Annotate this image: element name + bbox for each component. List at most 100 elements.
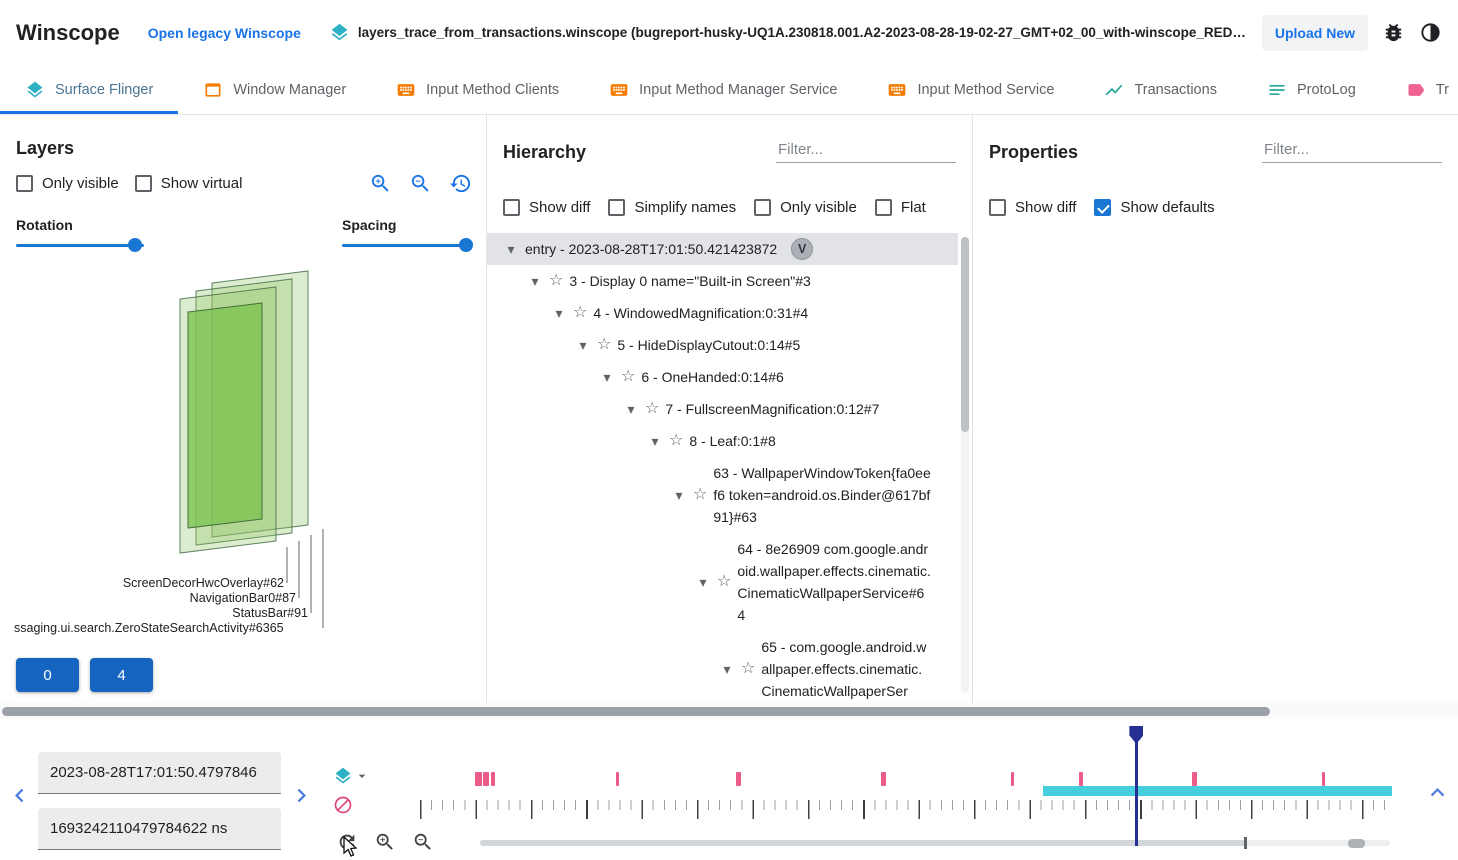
properties-filter-input[interactable]: [1262, 137, 1442, 163]
tab-protolog[interactable]: ProtoLog: [1242, 65, 1381, 114]
zoom-out-icon[interactable]: [412, 831, 434, 853]
star-icon[interactable]: ☆: [597, 336, 612, 353]
tab-tr[interactable]: Tr: [1381, 65, 1458, 114]
hierarchy-scrollbar[interactable]: [961, 237, 969, 693]
hierarchy-node[interactable]: ▾ ☆ 7 - FullscreenMagnification:0:12#7: [487, 393, 958, 425]
checkbox-simplify-names[interactable]: Simplify names: [608, 199, 736, 216]
transaction-marker[interactable]: [1010, 772, 1014, 786]
transaction-marker[interactable]: [1191, 772, 1197, 786]
transaction-marker[interactable]: [1322, 772, 1326, 786]
horizontal-scrollbar[interactable]: [0, 703, 1458, 719]
expand-arrow-icon[interactable]: ▾: [603, 369, 611, 385]
expand-arrow-icon[interactable]: ▾: [699, 574, 707, 590]
reset-zoom-icon[interactable]: [336, 831, 358, 853]
star-icon[interactable]: ☆: [621, 368, 636, 385]
horizontal-scrollbar-thumb[interactable]: [2, 707, 1270, 716]
next-entry-button[interactable]: [288, 782, 315, 809]
expand-arrow-icon[interactable]: ▾: [651, 433, 659, 449]
checkbox-show-diff[interactable]: Show diff: [989, 199, 1076, 216]
tab-input-method-clients[interactable]: Input Method Clients: [371, 65, 584, 114]
star-icon[interactable]: ☆: [741, 660, 756, 677]
zoom-out-icon[interactable]: [409, 172, 432, 195]
hierarchy-filter-input[interactable]: [776, 137, 956, 163]
checkbox-only-visible[interactable]: Only visible: [16, 175, 119, 192]
hierarchy-node[interactable]: ▾ ☆ 8 - Leaf:0:1#8: [487, 425, 958, 457]
hierarchy-scrollbar-thumb[interactable]: [961, 237, 969, 432]
timeline-overview-track[interactable]: [480, 837, 1390, 849]
spacing-slider-thumb[interactable]: [459, 238, 474, 252]
transaction-marker[interactable]: [880, 772, 886, 786]
dropdown-caret-icon[interactable]: [354, 768, 370, 784]
transaction-marker[interactable]: [490, 772, 495, 786]
previous-entry-button[interactable]: [6, 782, 33, 809]
display-button-0[interactable]: 0: [16, 658, 79, 692]
bug-report-icon[interactable]: [1382, 21, 1405, 44]
layers-view-options: Only visible Show virtual: [16, 175, 242, 192]
tab-input-method-service[interactable]: Input Method Service: [862, 65, 1079, 114]
zoom-window[interactable]: [480, 840, 1246, 846]
hierarchy-node[interactable]: ▾ ☆ 6 - OneHanded:0:14#6: [487, 361, 958, 393]
timeline-cursor-handle[interactable]: [1129, 726, 1144, 744]
checkbox-only-visible[interactable]: Only visible: [754, 199, 857, 216]
hierarchy-node[interactable]: ▾ ☆ 64 - 8e26909 com.google.android.wallpa…: [487, 533, 958, 631]
hierarchy-node[interactable]: ▾ ☆ 63 - WallpaperWindowToken{fa0eef6 toke…: [487, 457, 958, 533]
hierarchy-node[interactable]: ▾ ☆ 4 - WindowedMagnification:0:31#4: [487, 297, 958, 329]
transaction-marker[interactable]: [475, 772, 483, 786]
layers-trace-coverage-bar[interactable]: [1043, 786, 1392, 796]
overview-handle[interactable]: [1348, 838, 1365, 848]
list-icon: [1267, 80, 1287, 100]
checkbox-show-defaults[interactable]: Show defaults: [1094, 199, 1215, 216]
transaction-marker[interactable]: [735, 772, 741, 786]
hierarchy-node[interactable]: ▾ ☆ 3 - Display 0 name="Built-in Screen"#3: [487, 265, 958, 297]
rotation-slider-label: Rotation: [16, 217, 73, 233]
expand-arrow-icon[interactable]: ▾: [555, 305, 563, 321]
dark-mode-toggle-icon[interactable]: [1419, 21, 1442, 44]
star-icon[interactable]: ☆: [693, 486, 708, 503]
star-icon[interactable]: ☆: [645, 400, 660, 417]
transaction-marker[interactable]: [483, 772, 490, 786]
expand-arrow-icon[interactable]: ▾: [579, 337, 587, 353]
layers-trace-toggle[interactable]: [333, 766, 370, 786]
checkbox-show-virtual[interactable]: Show virtual: [134, 175, 242, 192]
checkbox-box: [1094, 199, 1112, 216]
reset-view-icon[interactable]: [449, 172, 472, 195]
hierarchy-node[interactable]: ▾ ☆ 65 - com.google.android.wallpaper.effe…: [487, 631, 958, 703]
window-icon: [203, 80, 223, 100]
timeline-ruler[interactable]: [420, 800, 1392, 819]
rotation-slider-thumb[interactable]: [128, 238, 143, 252]
star-icon[interactable]: ☆: [717, 573, 732, 590]
zoom-in-icon[interactable]: [369, 172, 392, 195]
expand-arrow-icon[interactable]: ▾: [627, 401, 635, 417]
star-icon[interactable]: ☆: [573, 304, 588, 321]
transaction-marker[interactable]: [616, 772, 620, 786]
timeline-cursor-line[interactable]: [1135, 727, 1138, 846]
expand-arrow-icon[interactable]: ▾: [675, 487, 683, 503]
upload-new-button[interactable]: Upload New: [1261, 14, 1368, 51]
rotation-slider[interactable]: [16, 237, 144, 253]
layers-panel: Layers Only visible Show virtual: [0, 115, 487, 703]
timestamp-input[interactable]: [38, 752, 281, 794]
tab-transactions[interactable]: Transactions: [1079, 65, 1241, 114]
layers-3d-view[interactable]: ScreenDecorHwcOverlay#62 NavigationBar0#…: [0, 265, 480, 645]
open-legacy-winscope-link[interactable]: Open legacy Winscope: [147, 24, 301, 41]
expand-arrow-icon[interactable]: ▾: [531, 273, 539, 289]
transactions-trace-toggle[interactable]: [333, 795, 370, 815]
zoom-in-icon[interactable]: [374, 831, 396, 853]
tab-window-manager[interactable]: Window Manager: [178, 65, 371, 114]
spacing-slider[interactable]: [342, 237, 474, 253]
tab-input-method-manager-service[interactable]: Input Method Manager Service: [584, 65, 862, 114]
expand-arrow-icon[interactable]: ▾: [723, 661, 731, 677]
tab-surface-flinger[interactable]: Surface Flinger: [0, 65, 179, 114]
timestamp-ns-input[interactable]: [38, 808, 281, 850]
star-icon[interactable]: ☆: [549, 272, 564, 289]
checkbox-flat[interactable]: Flat: [874, 199, 926, 216]
display-button-4[interactable]: 4: [90, 658, 153, 692]
checkbox-show-diff[interactable]: Show diff: [503, 199, 590, 216]
expand-arrow-icon[interactable]: ▾: [507, 241, 515, 257]
star-icon[interactable]: ☆: [669, 432, 684, 449]
hierarchy-node[interactable]: ▾ ☆ 5 - HideDisplayCutout:0:14#5: [487, 329, 958, 361]
hierarchy-node[interactable]: ▾ entry - 2023-08-28T17:01:50.421423872 V: [487, 233, 958, 265]
transaction-marker[interactable]: [1079, 772, 1084, 786]
timeline-canvas[interactable]: [420, 719, 1392, 860]
expand-timeline-button[interactable]: [1424, 779, 1451, 806]
